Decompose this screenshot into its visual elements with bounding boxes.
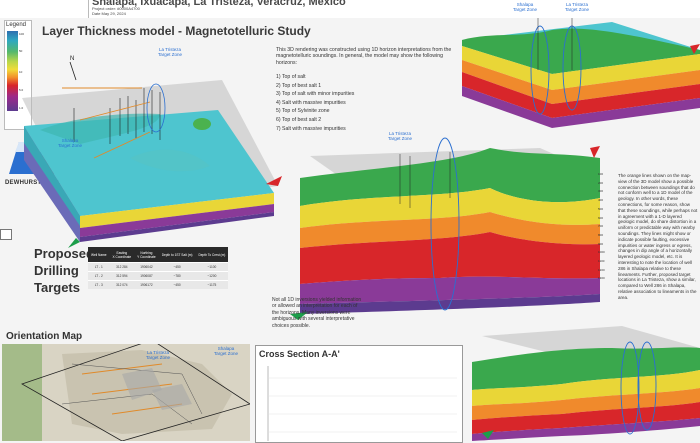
orientation-map[interactable] — [2, 344, 250, 441]
page-title: Shalapa, Ixuacapa, La Tristeza, Veracruz… — [92, 0, 346, 8]
top-right-3d-model — [462, 18, 700, 128]
scale-tick: 100 — [598, 172, 604, 176]
table-cell: 312 074 — [109, 280, 135, 289]
drilling-targets-table: Well Name Easting X Coordinate Northing … — [88, 247, 229, 289]
project-order: Project order: #0000A4700 — [92, 6, 140, 11]
legend-label: 5.0 — [19, 88, 24, 92]
table-header: Easting X Coordinate — [109, 247, 135, 263]
scale-ticks: 100 200 300 400 500 600 700 800 900 1000… — [598, 170, 608, 283]
legend-label: 1.0 — [19, 106, 24, 110]
list-item: 5) Top of Sylvinite zone — [276, 108, 330, 115]
table-header: Depth To Crest (m) — [195, 247, 229, 263]
cross-section-panel — [255, 345, 463, 443]
orientation-map-title: Orientation Map — [6, 331, 83, 342]
header-bar — [0, 0, 700, 18]
header-divider — [88, 0, 89, 18]
list-item: 7) Salt with massive impurities — [276, 125, 346, 132]
orange-lines-paragraph: The orange lines shown on the map-view o… — [618, 173, 698, 300]
table-cell: ~450 — [158, 280, 196, 289]
la-tristeza-label-tr: La Tristeza Target Zone — [564, 2, 589, 12]
table-header: Northing Y Coordinate — [134, 247, 159, 263]
table-cell: 312 284 — [109, 262, 135, 272]
proposed-targets-title: Proposed Drilling Targets — [34, 246, 94, 295]
table-cell: LT - 3 — [88, 280, 110, 289]
legend-title: Legend — [6, 22, 27, 28]
list-item: 4) Salt with massive impurities — [276, 99, 346, 106]
table-cell: 1906042 — [134, 262, 159, 272]
map-shalapa-label: Shalapa Target Zone — [213, 346, 238, 356]
shalapa-label-tr: Shalapa Target Zone — [512, 2, 537, 12]
list-item: 3) Top of salt with minor impurities — [276, 91, 355, 98]
scale-tick: 300 — [598, 189, 604, 194]
table-header: Depth to 1ST Salt (m) — [158, 247, 196, 263]
cross-section-grid — [267, 366, 457, 441]
table-header-row: Well Name Easting X Coordinate Northing … — [88, 247, 229, 263]
table-cell: ~1100 — [195, 262, 229, 272]
shalapa-label: Shalapa Target Zone — [57, 138, 82, 148]
table-cell: ~1200 — [195, 271, 229, 281]
scale-tick: 1100 — [598, 259, 605, 264]
legend-label: 100 — [19, 32, 25, 36]
la-tristeza-label-mid: La Tristeza Target Zone — [387, 131, 412, 141]
north-label: N — [70, 56, 75, 62]
list-item: 1) Top of salt — [276, 74, 306, 80]
scale-tick: 1000 — [598, 250, 605, 255]
intro-paragraph: This 3D rendering was constructed using … — [276, 47, 452, 66]
table-row: LT - 3 312 074 1906172 ~450 ~1175 — [88, 280, 229, 289]
scale-tick: 1200 — [598, 267, 605, 272]
project-date: Date May 29, 2024 — [92, 11, 126, 16]
table-row: LT - 1 312 284 1906042 ~450 ~1100 — [88, 262, 229, 272]
table-cell: 312 594 — [109, 271, 135, 281]
table-cell: LT - 1 — [88, 262, 110, 272]
scale-tick: 900 — [598, 241, 604, 246]
scale-tick: 200 — [598, 180, 604, 185]
main-3d-model — [22, 61, 282, 248]
scale-tick: 400 — [598, 198, 604, 203]
table-row: LT - 2 312 594 1906087 ~780 ~1200 — [88, 271, 229, 281]
project-info: Project order: #0000A4700 Date May 29, 2… — [92, 6, 140, 16]
table-cell: 1906172 — [134, 280, 159, 289]
table-cell: 1906087 — [134, 271, 159, 281]
legend-color-bar — [7, 31, 18, 111]
cross-section-title: Cross Section A-A' — [259, 349, 340, 359]
scale-tick: 700 — [598, 224, 604, 229]
list-item: 6) Top of best salt 2 — [276, 116, 322, 123]
scale-tick: 600 — [598, 215, 604, 220]
main-title: Layer Thickness model - Magnetotelluric … — [42, 24, 311, 38]
map-la-tristeza-label: La Tristeza Target Zone — [145, 350, 170, 360]
inversion-paragraph: Not all 1D inversions yielded informatio… — [272, 297, 362, 329]
list-item: 2) Top of best salt 1 — [276, 82, 322, 89]
la-tristeza-label: La Tristeza Target Zone — [157, 47, 182, 57]
scale-tick: 800 — [598, 232, 604, 237]
table-cell: ~780 — [158, 271, 196, 281]
scale-tick: 1300 — [598, 276, 605, 281]
bottom-right-3d-model — [472, 326, 700, 441]
table-cell: ~450 — [158, 262, 196, 272]
horizon-list: 1) Top of salt 2) Top of best salt 1 3) … — [276, 73, 354, 133]
legend-label: 50 — [19, 49, 23, 53]
legend-label: 10 — [19, 70, 23, 74]
green-anomaly — [193, 118, 211, 130]
middle-3d-model — [290, 137, 600, 320]
company-name: DEWHURST GROUP — [5, 180, 67, 186]
table-header: Well Name — [88, 247, 110, 263]
panel-tab[interactable] — [0, 229, 12, 240]
table-cell: LT - 2 — [88, 271, 110, 281]
table-cell: ~1175 — [195, 280, 229, 289]
scale-tick: 500 — [598, 206, 604, 211]
